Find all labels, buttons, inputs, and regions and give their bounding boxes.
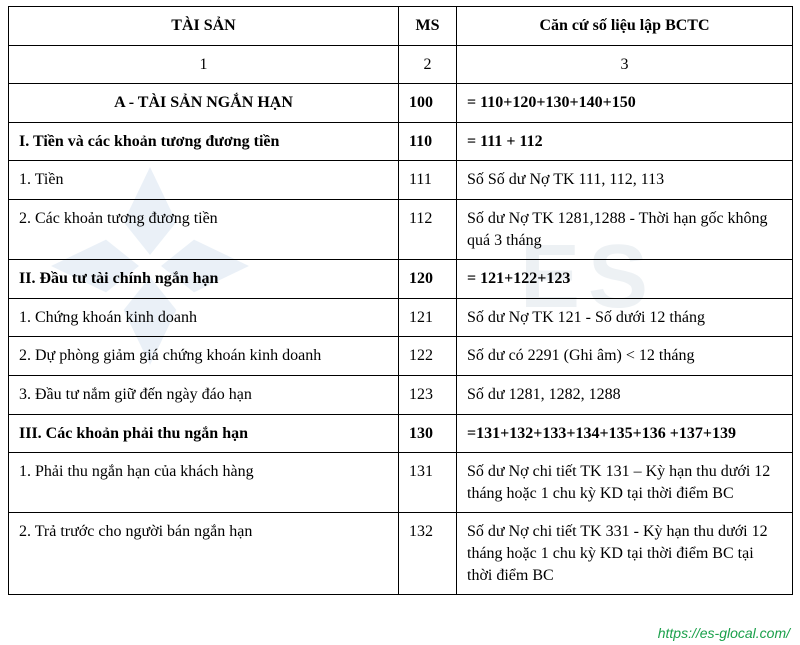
cell-taisan: A - TÀI SẢN NGẮN HẠN [9, 84, 399, 123]
table-header-row: TÀI SẢN MS Căn cứ số liệu lập BCTC [9, 7, 793, 46]
cell-cancu: Số Số dư Nợ TK 111, 112, 113 [457, 161, 793, 200]
table-row: 3. Đầu tư nắm giữ đến ngày đáo hạn123Số … [9, 375, 793, 414]
cell-cancu: Số dư có 2291 (Ghi âm) < 12 tháng [457, 337, 793, 376]
cell-cancu: Số dư Nợ chi tiết TK 331 - Kỳ hạn thu dư… [457, 513, 793, 595]
cell-ms: 122 [399, 337, 457, 376]
numrow-c1: 1 [9, 45, 399, 84]
cell-ms: 121 [399, 298, 457, 337]
table-row: II. Đầu tư tài chính ngắn hạn120= 121+12… [9, 260, 793, 299]
cell-ms: 100 [399, 84, 457, 123]
table-row: 2. Các khoản tương đương tiền112Số dư Nợ… [9, 199, 793, 259]
header-col3: Căn cứ số liệu lập BCTC [457, 7, 793, 46]
numrow-c2: 2 [399, 45, 457, 84]
cell-ms: 132 [399, 513, 457, 595]
table-numrow: 1 2 3 [9, 45, 793, 84]
cell-cancu: Số dư Nợ TK 121 - Số dưới 12 tháng [457, 298, 793, 337]
cell-cancu: Số dư Nợ TK 1281,1288 - Thời hạn gốc khô… [457, 199, 793, 259]
table-row: 1. Tiền111Số Số dư Nợ TK 111, 112, 113 [9, 161, 793, 200]
cell-taisan: 2. Dự phòng giảm giá chứng khoán kinh do… [9, 337, 399, 376]
table-row: 2. Trả trước cho người bán ngắn hạn132Số… [9, 513, 793, 595]
cell-ms: 123 [399, 375, 457, 414]
cell-cancu: =131+132+133+134+135+136 +137+139 [457, 414, 793, 453]
table-row: 1. Phải thu ngắn hạn của khách hàng131Số… [9, 453, 793, 513]
cell-cancu: = 110+120+130+140+150 [457, 84, 793, 123]
numrow-c3: 3 [457, 45, 793, 84]
cell-taisan: III. Các khoản phải thu ngắn hạn [9, 414, 399, 453]
cell-ms: 131 [399, 453, 457, 513]
header-col1: TÀI SẢN [9, 7, 399, 46]
cell-ms: 130 [399, 414, 457, 453]
cell-taisan: I. Tiền và các khoản tương đương tiền [9, 122, 399, 161]
cell-taisan: 1. Phải thu ngắn hạn của khách hàng [9, 453, 399, 513]
cell-ms: 111 [399, 161, 457, 200]
cell-taisan: 1. Tiền [9, 161, 399, 200]
table-row: 2. Dự phòng giảm giá chứng khoán kinh do… [9, 337, 793, 376]
table-row: I. Tiền và các khoản tương đương tiền110… [9, 122, 793, 161]
cell-cancu: = 111 + 112 [457, 122, 793, 161]
header-col2: MS [399, 7, 457, 46]
cell-cancu: = 121+122+123 [457, 260, 793, 299]
cell-taisan: 3. Đầu tư nắm giữ đến ngày đáo hạn [9, 375, 399, 414]
cell-ms: 112 [399, 199, 457, 259]
cell-taisan: 1. Chứng khoán kinh doanh [9, 298, 399, 337]
cell-taisan: 2. Các khoản tương đương tiền [9, 199, 399, 259]
table-row: 1. Chứng khoán kinh doanh121Số dư Nợ TK … [9, 298, 793, 337]
cell-taisan: II. Đầu tư tài chính ngắn hạn [9, 260, 399, 299]
cell-cancu: Số dư Nợ chi tiết TK 131 – Kỳ hạn thu dư… [457, 453, 793, 513]
cell-ms: 110 [399, 122, 457, 161]
bctc-table: TÀI SẢN MS Căn cứ số liệu lập BCTC 1 2 3… [8, 6, 793, 595]
table-row: A - TÀI SẢN NGẮN HẠN100= 110+120+130+140… [9, 84, 793, 123]
cell-cancu: Số dư 1281, 1282, 1288 [457, 375, 793, 414]
cell-ms: 120 [399, 260, 457, 299]
cell-taisan: 2. Trả trước cho người bán ngắn hạn [9, 513, 399, 595]
table-row: III. Các khoản phải thu ngắn hạn130=131+… [9, 414, 793, 453]
